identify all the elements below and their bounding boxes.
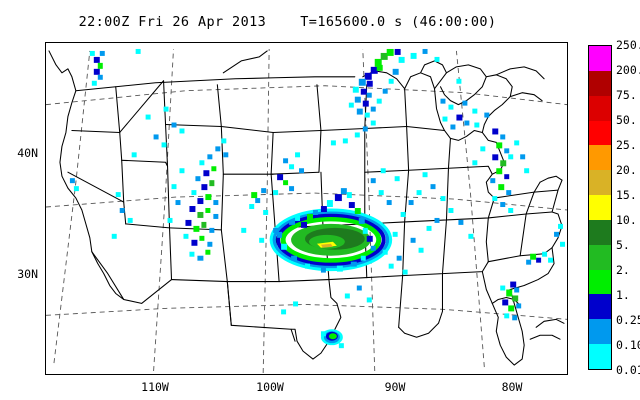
colorbar-band-8 [589, 244, 611, 270]
map-canvas [46, 48, 567, 374]
colorbar-tick-200: 200. [616, 63, 640, 77]
colorbar-tick-25: 25. [616, 138, 637, 152]
precip-colorado-new-mexico [69, 106, 279, 261]
colorbar-band-1 [589, 70, 611, 96]
precip-scattered-other [281, 168, 474, 315]
colorbar-tick-001: 0.01 [616, 363, 640, 377]
figure-title: 22:00Z Fri 26 Apr 2013 T=165600.0 s (46:… [78, 14, 497, 30]
colorbar [588, 45, 612, 370]
x-axis-tick-90w: 90W [384, 380, 406, 394]
colorbar-band-0 [589, 46, 611, 71]
precip-upper-midwest-band [273, 48, 440, 196]
colorbar-tick-20: 20. [616, 163, 637, 177]
x-axis-tick-80w: 80W [501, 380, 523, 394]
colorbar-tick-2: 2. [616, 263, 630, 277]
y-axis-tick-40n: 40N [17, 146, 38, 160]
colorbar-band-12 [589, 344, 611, 369]
x-axis-tick-110w: 110W [141, 380, 169, 394]
colorbar-tick-50: 50. [616, 113, 637, 127]
map-plot-area [45, 42, 568, 375]
colorbar-tick-10: 10. [616, 213, 637, 227]
colorbar-tick-1: 1. [616, 288, 630, 302]
colorbar-band-9 [589, 269, 611, 295]
colorbar-tick-010: 0.10 [616, 338, 640, 352]
coastlines-and-state-borders [48, 50, 565, 366]
colorbar-band-3 [589, 120, 611, 146]
colorbar-band-2 [589, 95, 611, 121]
y-axis-tick-30n: 30N [17, 267, 38, 281]
colorbar-band-5 [589, 170, 611, 196]
colorbar-band-6 [589, 195, 611, 220]
colorbar-tick-250: 250. [616, 38, 640, 52]
colorbar-tick-025: 0.25 [616, 313, 640, 327]
colorbar-tick-15: 15. [616, 188, 637, 202]
precip-south-texas-cell [320, 329, 344, 349]
colorbar-tick-75: 75. [616, 88, 637, 102]
colorbar-tick-5: 5. [616, 238, 630, 252]
graticule-gridlines [46, 48, 567, 374]
colorbar-band-11 [589, 319, 611, 345]
precipitation-field [69, 48, 566, 349]
precip-arkansas-oklahoma-system [269, 188, 393, 273]
colorbar-band-10 [589, 294, 611, 320]
precip-northeast-cells [440, 78, 530, 213]
colorbar-band-4 [589, 145, 611, 171]
x-axis-tick-100w: 100W [256, 380, 284, 394]
precip-pacific-northwest [89, 48, 141, 86]
colorbar-band-7 [589, 219, 611, 245]
precip-florida-cells [500, 223, 566, 321]
